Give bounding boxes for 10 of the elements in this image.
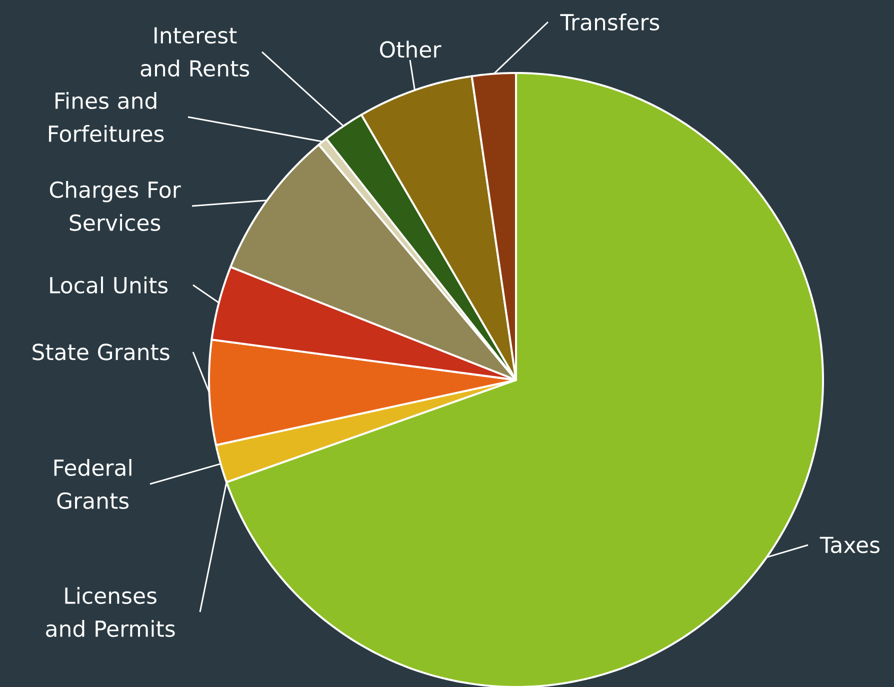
slice-label: State Grants (32, 344, 170, 360)
slice-label: Fines and Forfeitures (49, 92, 164, 142)
slice-label: Charges For Services (50, 180, 181, 232)
category-label: Licenses and Permits (46, 586, 175, 638)
slice-label: Other (380, 40, 442, 58)
slice-label: Interest and Rents (140, 27, 250, 77)
slice-label: Taxes (820, 536, 880, 554)
slice-label: Federal Grants (54, 458, 132, 510)
slice-label: Local Units (50, 276, 168, 294)
slice-label: Transfers (560, 13, 660, 31)
